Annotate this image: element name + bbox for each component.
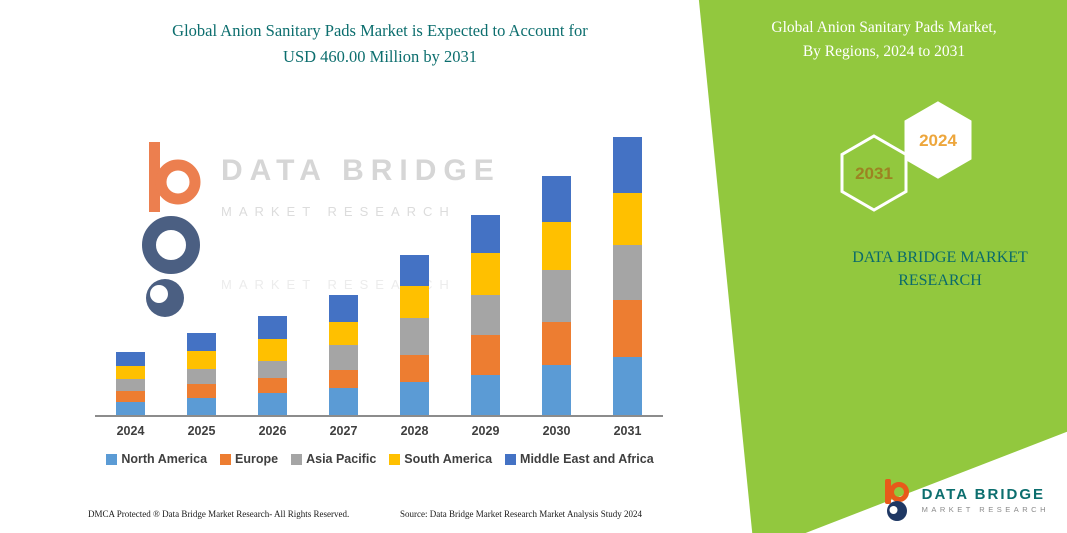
data-bridge-logo-subtitle: MARKET RESEARCH bbox=[921, 505, 1049, 514]
x-axis-label: 2027 bbox=[329, 424, 358, 438]
bar-segment bbox=[400, 254, 429, 286]
bar-segment bbox=[542, 364, 571, 415]
chart-title-line2: USD 460.00 Million by 2031 bbox=[283, 47, 477, 67]
bar-segment bbox=[613, 357, 642, 415]
bar-segment bbox=[116, 352, 145, 367]
right-panel-title: Global Anion Sanitary Pads Market, By Re… bbox=[728, 16, 1040, 64]
data-bridge-logo-title: DATA BRIDGE bbox=[921, 486, 1045, 503]
x-axis-label: 2024 bbox=[116, 424, 145, 438]
bar-segment bbox=[542, 176, 571, 223]
bar-segment bbox=[258, 377, 287, 394]
legend-item: Europe bbox=[220, 452, 278, 466]
bar-segment bbox=[471, 295, 500, 336]
bar-segment bbox=[613, 300, 642, 357]
bar-segment bbox=[116, 366, 145, 379]
brand-text-line1: DATA BRIDGE MARKET bbox=[852, 249, 1028, 266]
legend-swatch bbox=[389, 453, 401, 465]
bar-2031 bbox=[592, 137, 663, 415]
legend-label: Asia Pacific bbox=[306, 452, 377, 466]
bar-2025 bbox=[166, 332, 237, 415]
legend-item: Middle East and Africa bbox=[505, 452, 654, 466]
bar-segment bbox=[400, 317, 429, 355]
dmca-footer-text: DMCA Protected ® Data Bridge Market Rese… bbox=[88, 509, 350, 519]
bar-segment bbox=[400, 354, 429, 382]
bar-segment bbox=[400, 381, 429, 415]
legend-swatch bbox=[505, 453, 517, 465]
hexagon-2024 bbox=[904, 101, 972, 179]
bar-segment bbox=[116, 401, 145, 415]
bar-2029 bbox=[450, 214, 521, 415]
bar-segment bbox=[542, 222, 571, 270]
x-axis-labels: 2024 2025 2026 2027 2028 2029 2030 2031 bbox=[95, 424, 663, 438]
legend-item: South America bbox=[389, 452, 492, 466]
bar-segment bbox=[400, 285, 429, 318]
bar-segment bbox=[187, 332, 216, 352]
bar-segment bbox=[258, 315, 287, 339]
bar-segment bbox=[116, 378, 145, 391]
bar-2028 bbox=[379, 254, 450, 415]
bar-segment bbox=[116, 390, 145, 402]
bar-segment bbox=[471, 335, 500, 376]
bar-segment bbox=[329, 369, 358, 388]
legend-label: Middle East and Africa bbox=[520, 452, 654, 466]
hexagon-2024-label: 2024 bbox=[919, 131, 957, 150]
bar-segment bbox=[613, 193, 642, 246]
brand-text-line2: RESEARCH bbox=[898, 272, 982, 290]
right-panel-title-line1: Global Anion Sanitary Pads Market, bbox=[771, 19, 997, 36]
bar-segment bbox=[613, 137, 642, 194]
bar-segment bbox=[329, 321, 358, 345]
x-axis-label: 2026 bbox=[258, 424, 287, 438]
legend-swatch bbox=[106, 453, 118, 465]
bar-segment bbox=[471, 214, 500, 254]
bar-segment bbox=[187, 351, 216, 370]
bar-segment bbox=[329, 294, 358, 322]
legend-label: Europe bbox=[235, 452, 279, 466]
legend-label: South America bbox=[404, 452, 493, 466]
chart-title-line1: Global Anion Sanitary Pads Market is Exp… bbox=[172, 21, 588, 40]
chart-plot bbox=[95, 118, 663, 417]
bar-segment bbox=[471, 375, 500, 415]
legend-swatch bbox=[291, 453, 303, 465]
chart-legend: North America Europe Asia Pacific South Ame… bbox=[80, 452, 680, 466]
data-bridge-logo-text: DATA BRIDGE MARKET RESEARCH bbox=[922, 486, 1049, 514]
bar-segment bbox=[542, 321, 571, 365]
bar-segment bbox=[187, 398, 216, 415]
bar-2024 bbox=[95, 352, 166, 415]
x-axis-label: 2028 bbox=[400, 424, 429, 438]
data-bridge-logo-icon bbox=[884, 479, 909, 521]
bar-segment bbox=[329, 344, 358, 370]
legend-item: Asia Pacific bbox=[291, 452, 376, 466]
source-footer-text: Source: Data Bridge Market Research Mark… bbox=[400, 509, 642, 519]
x-axis-label: 2030 bbox=[542, 424, 571, 438]
bar-segment bbox=[258, 393, 287, 415]
legend-label: North America bbox=[121, 452, 208, 466]
bar-segment bbox=[258, 338, 287, 361]
data-bridge-logo: DATA BRIDGE MARKET RESEARCH bbox=[880, 477, 1049, 523]
bar-2027 bbox=[308, 294, 379, 415]
x-axis-label: 2025 bbox=[187, 424, 216, 438]
x-axis-label: 2029 bbox=[471, 424, 500, 438]
bar-segment bbox=[187, 369, 216, 385]
year-hexagons: 2031 2024 bbox=[840, 101, 972, 212]
bar-segment bbox=[258, 360, 287, 378]
bar-segment bbox=[471, 253, 500, 296]
legend-item: North America bbox=[106, 452, 207, 466]
bar-segment bbox=[613, 245, 642, 301]
brand-text: DATA BRIDGE MARKET RESEARCH bbox=[800, 246, 1067, 292]
right-panel-title-line2: By Regions, 2024 to 2031 bbox=[802, 43, 966, 61]
bar-segment bbox=[542, 269, 571, 322]
chart-title: Global Anion Sanitary Pads Market is Exp… bbox=[70, 18, 690, 71]
bar-segment bbox=[329, 387, 358, 415]
x-axis-label: 2031 bbox=[613, 424, 642, 438]
legend-swatch bbox=[220, 453, 232, 465]
hexagon-2031-label: 2031 bbox=[855, 164, 893, 183]
bar-segment bbox=[187, 384, 216, 399]
bar-2026 bbox=[237, 315, 308, 415]
bar-2030 bbox=[521, 176, 592, 415]
